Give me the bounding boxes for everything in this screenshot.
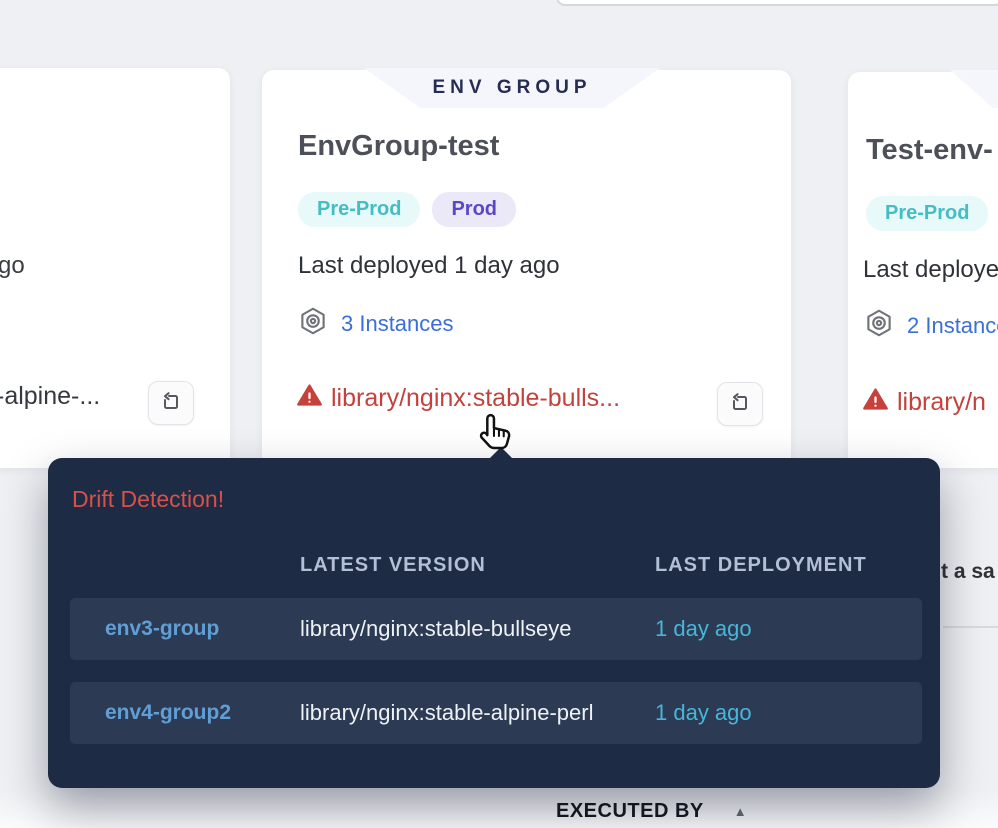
- env-group-card-left[interactable]: go -alpine-...: [0, 68, 230, 468]
- drift-image-warning[interactable]: library/n: [862, 386, 986, 418]
- env-group-card-center[interactable]: ENV GROUP EnvGroup-test Pre-Prod Prod La…: [262, 68, 791, 468]
- env-group-title: EnvGroup-test: [298, 130, 500, 162]
- redeploy-button[interactable]: [717, 382, 763, 426]
- prod-badge: Prod: [432, 192, 517, 227]
- instances-count-label[interactable]: 3 Instances: [341, 310, 454, 336]
- warning-triangle-icon: [862, 386, 889, 418]
- env-group-ribbon-label: ENV GROUP: [432, 77, 592, 98]
- preprod-badge: Pre-Prod: [866, 196, 989, 231]
- env-group-link[interactable]: env4-group2: [105, 701, 232, 724]
- preprod-badge: Pre-Prod: [298, 192, 421, 227]
- last-deployed-text: Last deployed 1 day ago: [298, 252, 560, 279]
- drift-detection-title: Drift Detection!: [72, 486, 225, 512]
- executed-by-column-header[interactable]: EXECUTED BY ▲: [556, 800, 747, 823]
- executed-by-label: EXECUTED BY: [556, 800, 704, 822]
- redeploy-icon: [728, 391, 752, 418]
- background-table-header: EXECUTED BY ▲: [0, 790, 998, 828]
- drift-row: env3-group library/nginx:stable-bullseye…: [70, 598, 922, 660]
- redeploy-icon: [159, 390, 183, 417]
- warning-triangle-icon: [296, 382, 323, 414]
- last-deployment-header: LAST DEPLOYMENT: [655, 554, 867, 576]
- image-name-fragment: -alpine-...: [0, 382, 101, 410]
- row-divider: [943, 626, 998, 628]
- last-deployed-text: Last deploye: [863, 256, 998, 283]
- instances-link[interactable]: 2 Instance: [864, 308, 998, 343]
- latest-version-value: library/nginx:stable-alpine-perl: [300, 700, 594, 725]
- hexagon-instances-icon: [864, 308, 894, 343]
- env-badges: Pre-Prod: [866, 196, 989, 231]
- env-group-title: Test-env-: [866, 134, 993, 166]
- tooltip-arrow: [488, 447, 514, 460]
- instances-link[interactable]: 3 Instances: [298, 306, 454, 341]
- latest-version-value: library/nginx:stable-bullseye: [300, 616, 572, 641]
- tooltip-table-header: LATEST VERSION LAST DEPLOYMENT: [70, 554, 922, 577]
- env-group-card-right[interactable]: Test-env- Pre-Prod Last deploye 2 Instan…: [848, 70, 998, 468]
- last-deployment-value: 1 day ago: [655, 700, 752, 725]
- last-deployed-fragment: go: [0, 252, 25, 279]
- image-name-text[interactable]: library/n: [897, 387, 986, 416]
- top-panel-edge: [556, 0, 998, 6]
- drift-row: env4-group2 library/nginx:stable-alpine-…: [70, 682, 922, 744]
- partial-cell-text: t a sa: [941, 560, 995, 583]
- redeploy-button[interactable]: [148, 381, 194, 425]
- env-group-link[interactable]: env3-group: [105, 617, 220, 640]
- image-name-text[interactable]: library/nginx:stable-bulls...: [331, 383, 621, 412]
- env-badges: Pre-Prod Prod: [298, 192, 517, 227]
- sort-ascending-icon[interactable]: ▲: [733, 804, 748, 819]
- env-group-ribbon: ENV GROUP: [364, 68, 660, 108]
- background-table-fragment: t a sa: [941, 560, 998, 640]
- latest-version-header: LATEST VERSION: [300, 554, 486, 576]
- env-group-ribbon-fragment: [950, 70, 998, 108]
- drift-detection-tooltip: Drift Detection! LATEST VERSION LAST DEP…: [48, 447, 940, 788]
- drift-image-warning[interactable]: library/nginx:stable-bulls...: [296, 382, 620, 414]
- hexagon-instances-icon: [298, 306, 328, 341]
- last-deployment-value: 1 day ago: [655, 616, 752, 641]
- instances-count-label[interactable]: 2 Instance: [907, 312, 998, 338]
